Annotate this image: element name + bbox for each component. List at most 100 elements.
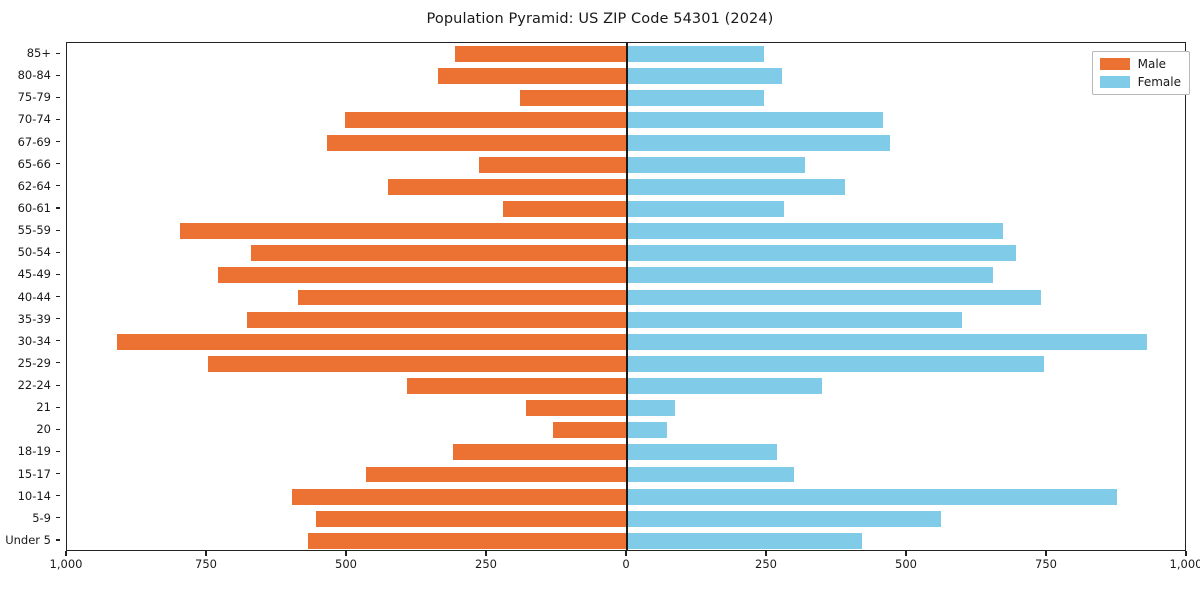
bar-row — [67, 400, 1185, 417]
y-tick-label-62-64: 62-64 — [17, 178, 51, 193]
y-tick-label-65-66: 65-66 — [17, 156, 51, 171]
x-tick-mark — [485, 551, 487, 556]
y-tick-mark — [55, 296, 60, 298]
y-tick-label-18-19: 18-19 — [17, 444, 51, 459]
x-tick-label-0: 1,000 — [49, 557, 83, 571]
bar-row — [67, 112, 1185, 129]
y-tick-label-under-5: Under 5 — [5, 532, 51, 547]
y-tick-mark — [55, 207, 60, 209]
bar-female-35-39 — [627, 311, 962, 328]
bar-female-55-59 — [627, 223, 1004, 240]
chart-legend: Male Female — [1091, 51, 1190, 95]
y-tick-mark — [55, 74, 60, 76]
y-tick-label-22-24: 22-24 — [17, 378, 51, 393]
x-tick-label-2: 500 — [335, 557, 357, 571]
bar-row — [67, 201, 1185, 217]
y-tick-label-5-9: 5-9 — [32, 510, 51, 525]
bar-male-85+ — [455, 46, 627, 63]
y-tick-mark — [55, 473, 60, 475]
zero-axis-line — [626, 43, 628, 550]
bar-male-60-61 — [502, 201, 627, 217]
bar-male-21 — [526, 400, 627, 417]
x-tick-mark — [65, 551, 67, 556]
bar-male-10-14 — [291, 488, 627, 505]
y-tick-mark — [55, 539, 60, 541]
legend-item-female[interactable]: Female — [1099, 75, 1181, 89]
bar-female-85+ — [627, 46, 764, 63]
bar-female-80-84 — [627, 68, 782, 85]
bar-female-15-17 — [627, 466, 794, 483]
bar-female-70-74 — [627, 112, 883, 129]
x-axis: 1,000 750 500 250 0 250 500 750 1,000 — [50, 551, 1200, 591]
bar-row — [67, 311, 1185, 328]
bars-layer — [67, 43, 1185, 550]
bar-row — [67, 46, 1185, 63]
y-tick-label-70-74: 70-74 — [17, 112, 51, 127]
bar-female-62-64 — [627, 178, 846, 195]
y-tick-mark — [55, 251, 60, 253]
y-tick-mark — [55, 185, 60, 187]
legend-item-male[interactable]: Male — [1099, 57, 1181, 71]
x-tick-mark — [1045, 551, 1047, 556]
bar-row — [67, 289, 1185, 306]
bar-female-22-24 — [627, 378, 822, 394]
y-tick-label-21: 21 — [36, 400, 51, 415]
bar-row — [67, 378, 1185, 394]
y-tick-label-60-61: 60-61 — [17, 200, 51, 215]
y-tick-label-35-39: 35-39 — [17, 311, 51, 326]
bar-female-20 — [627, 422, 668, 439]
bar-male-40-44 — [298, 289, 627, 306]
x-tick-mark — [205, 551, 207, 556]
y-tick-label-55-59: 55-59 — [17, 223, 51, 238]
y-tick-mark — [55, 406, 60, 408]
bar-male-80-84 — [438, 68, 627, 85]
bar-row — [67, 245, 1185, 262]
bar-male-20 — [553, 422, 627, 439]
y-tick-mark — [55, 118, 60, 121]
y-tick-mark — [55, 52, 60, 54]
bar-male-15-17 — [366, 466, 627, 483]
y-tick-label-40-44: 40-44 — [17, 289, 51, 304]
bar-row — [67, 355, 1185, 372]
legend-label-female: Female — [1137, 75, 1181, 89]
bar-male-18-19 — [452, 444, 627, 461]
bar-female-67-69 — [627, 134, 890, 151]
bar-row — [67, 178, 1185, 195]
bar-row — [67, 333, 1185, 350]
y-tick-mark — [55, 450, 60, 452]
y-tick-label-75-79: 75-79 — [17, 90, 51, 105]
y-tick-mark — [55, 428, 60, 430]
x-tick-mark — [765, 551, 767, 556]
bar-row — [67, 90, 1185, 107]
bar-male-45-49 — [217, 267, 627, 284]
x-tick-label-3: 250 — [475, 557, 497, 571]
y-tick-mark — [55, 163, 60, 165]
y-tick-label-67-69: 67-69 — [17, 134, 51, 149]
bar-row — [67, 267, 1185, 284]
y-tick-label-25-29: 25-29 — [17, 355, 51, 370]
bar-male-67-69 — [326, 134, 627, 151]
x-tick-mark — [1185, 551, 1187, 556]
y-tick-mark — [55, 517, 60, 519]
y-tick-mark — [55, 273, 60, 275]
y-tick-mark — [55, 384, 60, 386]
bar-male-under-5 — [308, 532, 627, 549]
bar-female-21 — [627, 400, 675, 417]
bar-female-25-29 — [627, 355, 1045, 372]
bar-row — [67, 134, 1185, 151]
y-tick-mark — [55, 318, 60, 320]
bar-male-70-74 — [344, 112, 627, 129]
bar-male-5-9 — [315, 510, 627, 527]
bar-female-10-14 — [627, 488, 1117, 505]
bar-female-75-79 — [627, 90, 764, 107]
bar-male-22-24 — [407, 378, 627, 394]
bar-female-5-9 — [627, 510, 941, 527]
x-tick-label-8: 1,000 — [1169, 557, 1200, 571]
y-tick-label-50-54: 50-54 — [17, 245, 51, 260]
y-tick-label-10-14: 10-14 — [17, 488, 51, 503]
legend-swatch-female — [1099, 76, 1130, 88]
bar-male-50-54 — [250, 245, 627, 262]
x-tick-label-4: 0 — [622, 557, 630, 571]
y-tick-label-15-17: 15-17 — [17, 466, 51, 481]
bar-row — [67, 422, 1185, 439]
